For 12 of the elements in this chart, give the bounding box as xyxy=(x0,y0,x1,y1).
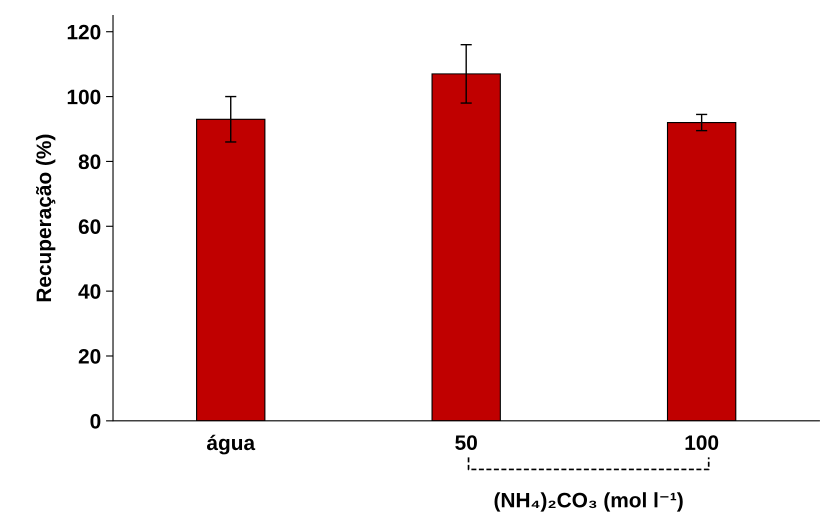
x-tick-label: água xyxy=(206,434,256,454)
y-tick-label: 40 xyxy=(78,284,100,299)
x-tick-label: 50 xyxy=(455,435,477,450)
y-tick-label: 120 xyxy=(68,24,100,40)
text: (NH₄)₂CO₃ (mol l⁻¹) xyxy=(494,492,683,512)
y-tick-label: 60 xyxy=(78,219,100,234)
y-tick-label: 100 xyxy=(68,90,100,104)
x-tick-label: 100 xyxy=(686,435,718,450)
y-axis-title: Recuperação (%) xyxy=(36,134,56,302)
y-tick-label: 0 xyxy=(90,414,100,429)
y-tick-label: 20 xyxy=(78,348,100,364)
y-tick-label: 80 xyxy=(78,154,100,170)
